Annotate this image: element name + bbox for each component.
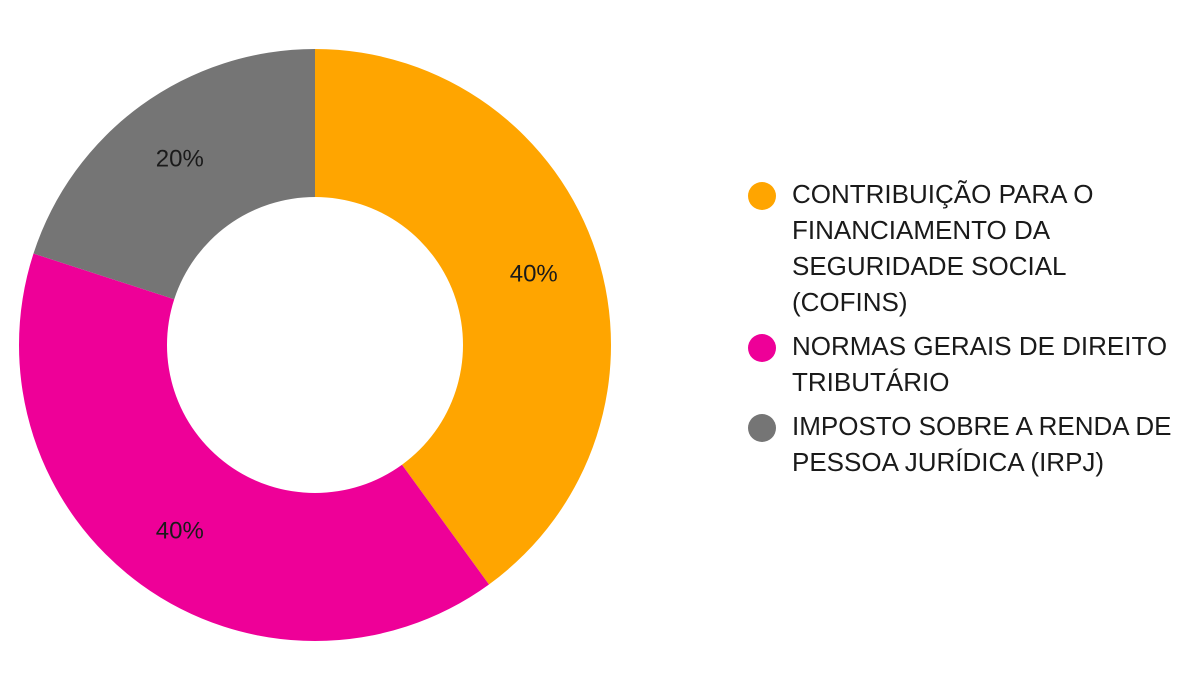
slice-normas [18,253,489,642]
legend-dot-irpj [748,414,776,442]
legend-label-normas: NORMAS GERAIS DE DIREITO TRIBUTÁRIO [792,331,1168,397]
legend-label-irpj: IMPOSTO SOBRE A RENDA DE PESSOA JURÍDICA… [792,411,1172,477]
slice-label-cofins: 40% [510,260,558,287]
legend-item-irpj: IMPOSTO SOBRE A RENDA DE PESSOA JURÍDICA… [748,408,1188,480]
slice-label-normas: 40% [156,518,204,545]
legend-item-normas: NORMAS GERAIS DE DIREITO TRIBUTÁRIO [748,328,1188,400]
legend-dot-cofins [748,182,776,210]
legend-item-cofins: CONTRIBUIÇÃO PARA O FINANCIAMENTO DA SEG… [748,176,1188,320]
legend: CONTRIBUIÇÃO PARA O FINANCIAMENTO DA SEG… [748,176,1188,488]
legend-dot-normas [748,334,776,362]
slice-label-irpj: 20% [156,145,204,172]
slice-irpj [33,48,315,300]
donut-svg: 40% 40% 20% [18,48,611,642]
legend-label-cofins: CONTRIBUIÇÃO PARA O FINANCIAMENTO DA SEG… [792,179,1094,317]
slice-cofins [315,49,611,585]
